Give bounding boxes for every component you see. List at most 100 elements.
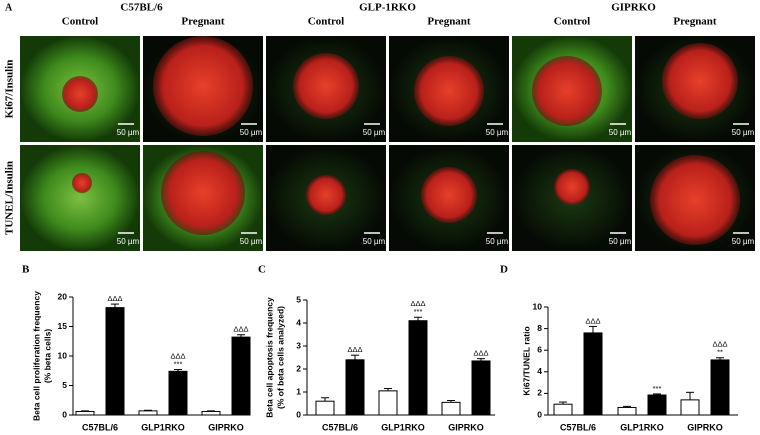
micrograph: 50 µm	[635, 36, 755, 142]
y-tick-label: 4	[296, 317, 301, 327]
bar	[441, 401, 461, 416]
y-tick-label: 8	[537, 323, 542, 333]
y-tick-label: 1	[296, 386, 301, 396]
x-tick-label: GIPRKO	[448, 422, 484, 432]
bar	[315, 400, 335, 416]
islet	[554, 169, 590, 205]
y-tick-label: 5	[62, 380, 67, 390]
islet	[414, 56, 484, 126]
group-title: C57BL/6	[120, 2, 163, 14]
islet	[62, 76, 98, 112]
y-tick-label: 15	[58, 321, 68, 331]
bar	[553, 403, 573, 416]
y-tick-label: 0	[296, 409, 301, 419]
islet	[421, 167, 477, 223]
islet	[306, 175, 346, 215]
micrograph: 50 µm	[512, 145, 632, 251]
bar	[138, 410, 158, 416]
y-axis-label: (% of beta cells analyzed)	[275, 306, 285, 409]
significance-label: **	[717, 348, 723, 357]
significance-label: ΔΔΔ	[170, 352, 185, 361]
y-tick-label: 10	[58, 350, 68, 360]
significance-label: ΔΔΔ	[233, 325, 248, 334]
islet	[532, 56, 602, 126]
group-title: GLP-1RKO	[359, 2, 416, 14]
x-tick-label: C57BL/6	[82, 422, 118, 432]
scale-bar-label: 50 µm	[486, 237, 509, 246]
panel-label: B	[22, 264, 30, 276]
y-tick-label: 4	[537, 366, 542, 376]
panel-label: A	[5, 2, 13, 13]
bar	[231, 336, 251, 416]
micrograph: 50 µm	[266, 145, 386, 251]
y-axis-label: Beta cell apoptosis frequency	[264, 297, 274, 418]
group-title: GIPRKO	[611, 2, 656, 14]
scale-bar-label: 50 µm	[240, 237, 263, 246]
bar	[201, 410, 221, 416]
significance-label: ΔΔΔ	[410, 299, 425, 308]
significance-label: ΔΔΔ	[107, 294, 122, 303]
scale-bar-label: 50 µm	[732, 128, 755, 137]
y-axis-label: Beta cell proliferation frequency	[31, 291, 41, 421]
x-tick-label: GIPRKO	[687, 422, 723, 432]
panel-label: D	[500, 264, 508, 276]
scale-bar-label: 50 µm	[363, 237, 386, 246]
scale-bar-label: 50 µm	[363, 128, 386, 137]
x-tick-label: GLP1RKO	[381, 422, 425, 432]
image-background	[20, 145, 140, 251]
bar	[471, 360, 491, 416]
scale-bar-label: 50 µm	[609, 237, 632, 246]
x-tick-label: GLP1RKO	[620, 422, 664, 432]
micrograph: 50 µm	[389, 36, 509, 142]
islet	[650, 155, 740, 245]
micrograph: 50 µm	[20, 145, 140, 251]
significance-label: ΔΔΔ	[585, 316, 600, 325]
y-tick-label: 3	[296, 340, 301, 350]
micrograph: 50 µm	[143, 145, 263, 251]
y-tick-label: 20	[58, 291, 68, 301]
scale-bar-label: 50 µm	[117, 128, 140, 137]
row-title: Ki67/Insulin	[4, 60, 16, 119]
scale-bar-label: 50 µm	[486, 128, 509, 137]
significance-label: ΔΔΔ	[473, 349, 488, 358]
bar	[105, 307, 125, 416]
significance-label: ΔΔΔ	[712, 340, 727, 349]
x-tick-label: GLP1RKO	[141, 422, 185, 432]
y-axis-label: (% beta cells)	[42, 329, 52, 383]
scale-bar-label: 50 µm	[732, 237, 755, 246]
bar	[710, 359, 730, 416]
micrograph: 50 µm	[635, 145, 755, 251]
islet	[293, 53, 359, 119]
micrograph: 50 µm	[389, 145, 509, 251]
bar	[168, 370, 188, 416]
y-tick-label: 2	[537, 388, 542, 398]
column-title: Pregnant	[673, 16, 717, 28]
islet	[662, 43, 738, 119]
y-tick-label: 2	[296, 363, 301, 373]
bar	[617, 406, 637, 416]
y-tick-label: 6	[537, 344, 542, 354]
x-tick-label: C57BL/6	[560, 422, 596, 432]
islet	[153, 36, 253, 136]
micrograph: 50 µm	[266, 36, 386, 142]
column-title: Pregnant	[181, 16, 225, 28]
column-title: Control	[62, 16, 98, 28]
scale-bar-label: 50 µm	[117, 237, 140, 246]
row-title: TUNEL/Insulin	[4, 161, 16, 235]
micrograph: 50 µm	[512, 36, 632, 142]
significance-label: ***	[653, 384, 662, 393]
bar	[345, 359, 365, 416]
significance-label: ΔΔΔ	[347, 345, 362, 354]
column-title: Control	[554, 16, 590, 28]
islet	[72, 173, 92, 193]
scale-bar-label: 50 µm	[609, 128, 632, 137]
scale-bar-label: 50 µm	[240, 128, 263, 137]
y-tick-label: 5	[296, 294, 301, 304]
x-tick-label: C57BL/6	[322, 422, 358, 432]
bar	[408, 320, 428, 416]
bar	[647, 394, 667, 416]
panel-label: C	[258, 264, 266, 276]
bar	[75, 410, 95, 416]
bar	[378, 390, 398, 416]
